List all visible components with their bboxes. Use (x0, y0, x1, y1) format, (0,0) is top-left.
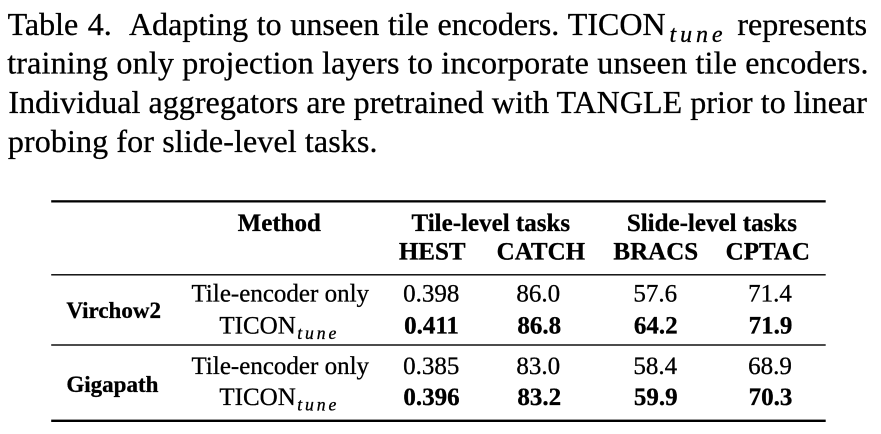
svg-text:71.9: 71.9 (749, 313, 793, 340)
svg-text:83.0: 83.0 (516, 353, 560, 380)
svg-text:Gigapath: Gigapath (66, 372, 158, 397)
svg-text:BRACS: BRACS (613, 239, 698, 266)
svg-text:Virchow2: Virchow2 (66, 298, 161, 323)
svg-text:0.411: 0.411 (404, 313, 459, 340)
svg-text:Tile-encoder only: Tile-encoder only (192, 281, 370, 308)
svg-text:tune: tune (297, 323, 339, 343)
svg-text:tune: tune (297, 394, 339, 414)
svg-text:57.6: 57.6 (633, 281, 677, 308)
svg-text:represents: represents (737, 6, 867, 42)
svg-text:Table 4.: Table 4. (8, 6, 112, 42)
svg-text:0.398: 0.398 (403, 281, 459, 308)
svg-text:training only projection layer: training only projection layers to incor… (7, 45, 868, 81)
svg-text:83.2: 83.2 (517, 384, 561, 411)
svg-text:Individual aggregators are pre: Individual aggregators are pretrained wi… (8, 84, 867, 120)
svg-text:86.0: 86.0 (516, 281, 560, 308)
svg-text:59.9: 59.9 (634, 384, 678, 411)
svg-text:68.9: 68.9 (748, 353, 792, 380)
svg-text:71.4: 71.4 (748, 281, 792, 308)
svg-text:TICON: TICON (219, 313, 295, 340)
svg-text:0.396: 0.396 (403, 384, 459, 411)
svg-text:0.385: 0.385 (403, 353, 459, 380)
svg-text:probing for slide-level tasks.: probing for slide-level tasks. (8, 123, 378, 159)
svg-text:Tile-encoder only: Tile-encoder only (192, 353, 370, 380)
svg-text:Slide-level tasks: Slide-level tasks (627, 210, 797, 237)
svg-text:CPTAC: CPTAC (726, 239, 810, 266)
svg-text:CATCH: CATCH (497, 239, 586, 266)
svg-text:Method: Method (238, 210, 321, 237)
svg-text:64.2: 64.2 (634, 313, 678, 340)
svg-text:tune: tune (670, 22, 727, 48)
svg-text:Tile-level tasks: Tile-level tasks (412, 210, 571, 237)
svg-text:70.3: 70.3 (749, 384, 793, 411)
svg-text:86.8: 86.8 (517, 313, 561, 340)
svg-text:TICON: TICON (219, 384, 295, 411)
svg-text:58.4: 58.4 (633, 353, 677, 380)
svg-text:TICON: TICON (568, 6, 666, 42)
svg-text:Adapting to unseen tile encode: Adapting to unseen tile encoders. (129, 6, 559, 42)
svg-text:HEST: HEST (399, 239, 466, 266)
